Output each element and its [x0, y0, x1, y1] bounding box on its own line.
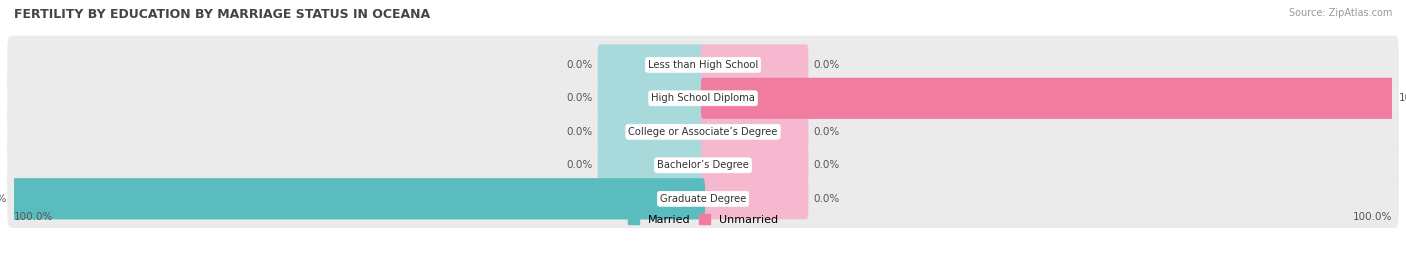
Legend: Married, Unmarried: Married, Unmarried	[623, 210, 783, 229]
Text: 0.0%: 0.0%	[567, 93, 593, 103]
Text: 0.0%: 0.0%	[567, 160, 593, 170]
FancyBboxPatch shape	[702, 178, 808, 219]
FancyBboxPatch shape	[702, 145, 808, 186]
Text: 100.0%: 100.0%	[1353, 212, 1392, 222]
Text: 0.0%: 0.0%	[813, 60, 839, 70]
Text: High School Diploma: High School Diploma	[651, 93, 755, 103]
Text: 100.0%: 100.0%	[0, 194, 7, 204]
FancyBboxPatch shape	[702, 78, 1393, 119]
FancyBboxPatch shape	[7, 103, 1399, 161]
FancyBboxPatch shape	[7, 136, 1399, 194]
FancyBboxPatch shape	[702, 44, 808, 85]
FancyBboxPatch shape	[702, 111, 808, 152]
Text: Less than High School: Less than High School	[648, 60, 758, 70]
Text: 0.0%: 0.0%	[567, 127, 593, 137]
FancyBboxPatch shape	[598, 44, 704, 85]
Text: 100.0%: 100.0%	[14, 212, 53, 222]
FancyBboxPatch shape	[13, 178, 704, 219]
Text: Bachelor’s Degree: Bachelor’s Degree	[657, 160, 749, 170]
Text: FERTILITY BY EDUCATION BY MARRIAGE STATUS IN OCEANA: FERTILITY BY EDUCATION BY MARRIAGE STATU…	[14, 8, 430, 21]
Text: 0.0%: 0.0%	[813, 194, 839, 204]
Text: Source: ZipAtlas.com: Source: ZipAtlas.com	[1288, 8, 1392, 18]
FancyBboxPatch shape	[13, 178, 704, 219]
FancyBboxPatch shape	[598, 145, 704, 186]
Text: 0.0%: 0.0%	[813, 127, 839, 137]
Text: 0.0%: 0.0%	[813, 160, 839, 170]
Text: Graduate Degree: Graduate Degree	[659, 194, 747, 204]
FancyBboxPatch shape	[598, 78, 704, 119]
FancyBboxPatch shape	[7, 69, 1399, 128]
Text: 0.0%: 0.0%	[567, 60, 593, 70]
Text: 100.0%: 100.0%	[1399, 93, 1406, 103]
FancyBboxPatch shape	[7, 36, 1399, 94]
FancyBboxPatch shape	[598, 111, 704, 152]
Text: College or Associate’s Degree: College or Associate’s Degree	[628, 127, 778, 137]
FancyBboxPatch shape	[7, 170, 1399, 228]
FancyBboxPatch shape	[702, 78, 1393, 119]
